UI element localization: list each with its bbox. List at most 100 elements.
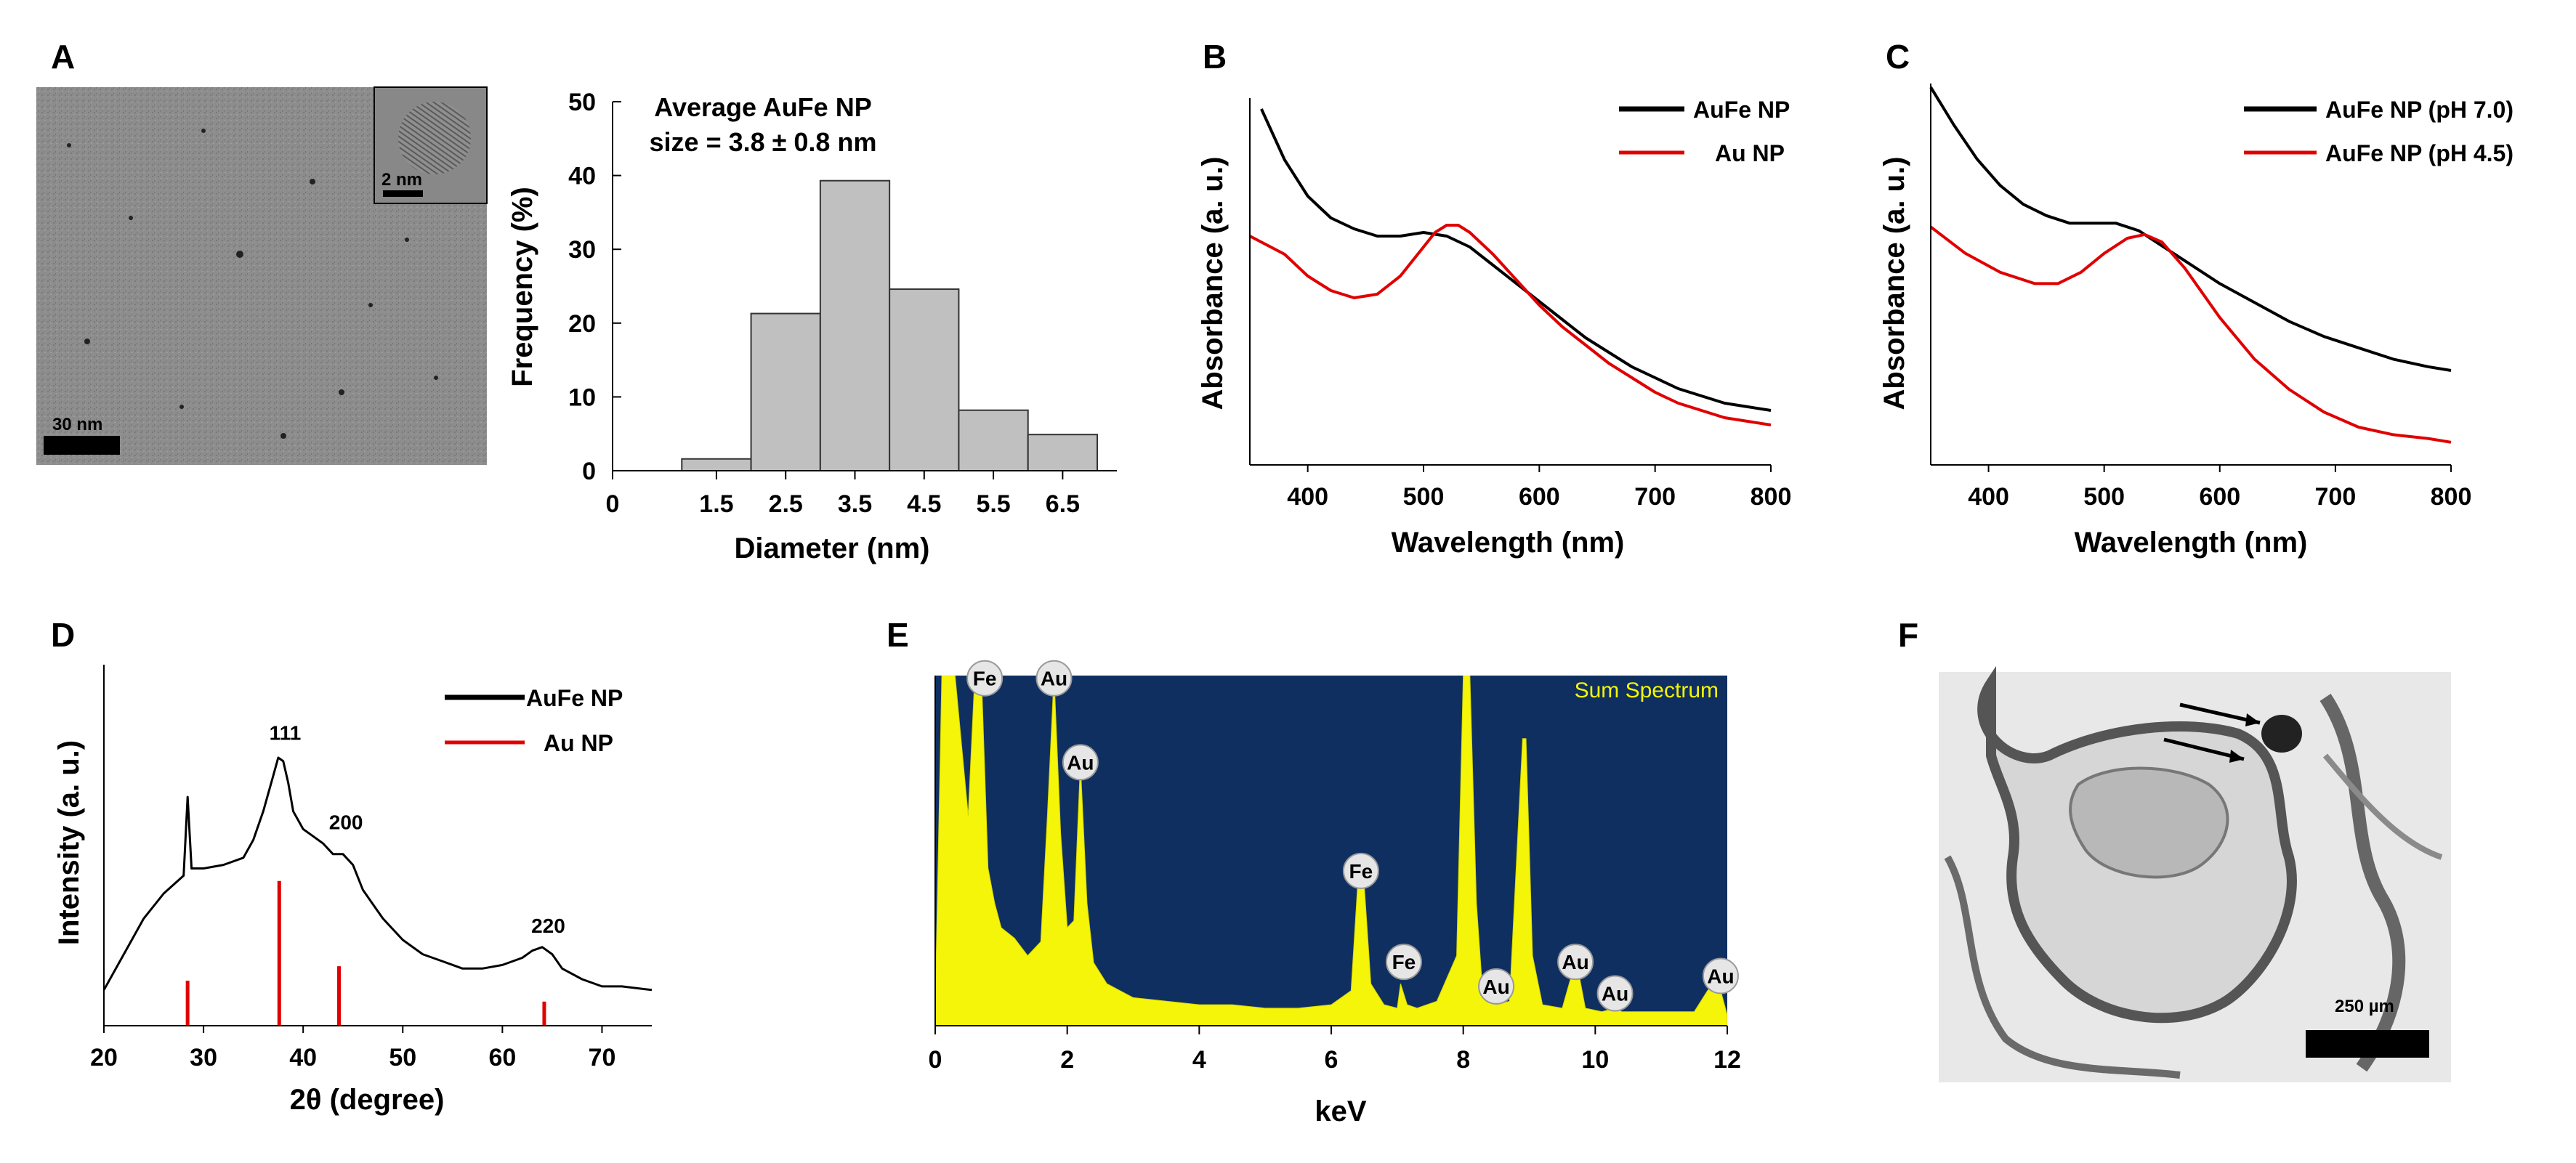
hist-y-tick-label: 40 bbox=[568, 163, 596, 190]
c-x-label: Wavelength (nm) bbox=[2075, 527, 2308, 559]
c-x-tick-label: 400 bbox=[1968, 483, 2009, 511]
panel-label-e: E bbox=[887, 616, 909, 654]
e-peak-label: Au bbox=[1562, 951, 1588, 973]
e-peak-badge bbox=[966, 660, 1004, 697]
hist-bar bbox=[889, 288, 960, 471]
d-x-tick-label: 60 bbox=[488, 1044, 516, 1071]
b-x-tick-label: 700 bbox=[1634, 483, 1676, 511]
b-x-tick-label: 800 bbox=[1751, 483, 1792, 511]
tem-micrograph: 2 nm 30 nm bbox=[36, 86, 488, 465]
b-legend-label-au: Au NP bbox=[1715, 140, 1785, 166]
hist-x-tick-label: 2.5 bbox=[769, 490, 803, 518]
d-peak-label: 111 bbox=[270, 721, 302, 744]
hist-x-label: Diameter (nm) bbox=[735, 532, 930, 564]
b-series-line-black bbox=[1260, 108, 1772, 412]
d-peak-label: 220 bbox=[531, 915, 565, 937]
e-peak-label: Au bbox=[1602, 983, 1628, 1005]
histogram-chart: Average AuFe NP size = 3.8 ± 0.8 nm 0 10 2… bbox=[506, 89, 1117, 564]
hist-bar bbox=[958, 409, 1029, 471]
inset-scale-bar bbox=[383, 190, 423, 197]
c-legend: AuFe NP (pH 7.0) AuFe NP (pH 4.5) bbox=[2244, 97, 2514, 166]
hist-y-tick-label: 10 bbox=[568, 384, 596, 411]
d-x-label: 2θ (degree) bbox=[290, 1084, 445, 1116]
e-peak-label: Fe bbox=[1392, 951, 1416, 973]
c-series-line-red bbox=[1929, 225, 2452, 444]
e-peak-label: Au bbox=[1041, 668, 1067, 690]
hist-annotation-line2: size = 3.8 ± 0.8 nm bbox=[650, 127, 877, 157]
e-peak-badge bbox=[1035, 660, 1073, 697]
hist-x-tick-label: 0 bbox=[606, 490, 620, 518]
e-peak-badge bbox=[1478, 968, 1515, 1005]
e-peak-badge bbox=[1557, 944, 1594, 981]
panel-label-f: F bbox=[1898, 616, 1918, 654]
c-x-tick-label: 500 bbox=[2083, 483, 2125, 511]
cell-scale-label: 250 µm bbox=[2335, 997, 2394, 1016]
b-legend: AuFe NP Au NP bbox=[1619, 97, 1790, 166]
hist-bar bbox=[681, 458, 752, 472]
inset-scale-label: 2 nm bbox=[381, 170, 422, 190]
eds-chart: Fe Au Au Fe Fe Au Au Au Au Sum Spectrum 0 2 4 6 8 10 1… bbox=[929, 660, 1741, 1127]
e-x-tick-label: 12 bbox=[1713, 1046, 1741, 1074]
e-peak-label: Au bbox=[1707, 965, 1734, 987]
e-x-tick-label: 8 bbox=[1456, 1046, 1470, 1074]
e-spectrum-area bbox=[935, 676, 1727, 1026]
arrow-head-2 bbox=[2229, 750, 2244, 763]
e-peak-badge bbox=[1702, 957, 1739, 994]
hist-x-tick-label: 3.5 bbox=[838, 490, 872, 518]
b-x-tick-label: 400 bbox=[1287, 483, 1328, 511]
hist-y-tick-label: 50 bbox=[568, 89, 596, 116]
panel-label-b: B bbox=[1203, 38, 1227, 76]
hist-y-tick-label: 20 bbox=[568, 310, 596, 338]
d-legend: AuFe NP Au NP bbox=[445, 685, 623, 756]
d-x-tick-label: 70 bbox=[589, 1044, 616, 1071]
hist-bar bbox=[819, 179, 891, 471]
e-x-tick-label: 0 bbox=[929, 1046, 942, 1074]
uvvis-chart-b: 400 500 600 700 800 Wavelength (nm) Absorban… bbox=[1197, 97, 1791, 559]
nanoparticle-cluster bbox=[2261, 715, 2302, 753]
cell-scale-bar bbox=[2306, 1030, 2429, 1058]
d-xrd-pattern-line bbox=[102, 756, 653, 992]
e-peak-badge bbox=[1385, 944, 1422, 981]
d-x-tick-label: 40 bbox=[289, 1044, 317, 1071]
hist-annotation-line1: Average AuFe NP bbox=[654, 92, 871, 122]
hist-x-tick-label: 1.5 bbox=[699, 490, 733, 518]
hist-x-tick-label: 6.5 bbox=[1046, 490, 1080, 518]
cell-micrograph: 250 µm bbox=[1939, 665, 2451, 1082]
e-x-tick-label: 2 bbox=[1060, 1046, 1074, 1074]
c-x-tick-label: 700 bbox=[2315, 483, 2357, 511]
panel-label-c: C bbox=[1886, 38, 1910, 76]
e-peak-badge bbox=[1596, 975, 1634, 1012]
c-legend-label-ph45: AuFe NP (pH 4.5) bbox=[2325, 140, 2514, 166]
d-x-tick-label: 30 bbox=[190, 1044, 217, 1071]
b-y-label: Absorbance (a. u.) bbox=[1197, 157, 1229, 410]
d-y-label: Intensity (a. u.) bbox=[53, 740, 85, 945]
hist-bar bbox=[750, 312, 821, 472]
hist-x-tick-label: 4.5 bbox=[907, 490, 941, 518]
e-x-label: keV bbox=[1315, 1095, 1366, 1127]
b-x-tick-label: 600 bbox=[1519, 483, 1560, 511]
b-legend-label-aufe: AuFe NP bbox=[1693, 97, 1790, 123]
tem-scale-label: 30 nm bbox=[52, 415, 102, 434]
c-x-tick-label: 800 bbox=[2431, 483, 2472, 511]
e-peak-badge bbox=[1062, 744, 1099, 781]
d-peak-label: 200 bbox=[329, 811, 363, 833]
d-x-tick-label: 50 bbox=[389, 1044, 416, 1071]
hist-y-label: Frequency (%) bbox=[506, 187, 538, 387]
e-x-tick-label: 6 bbox=[1325, 1046, 1339, 1074]
b-x-tick-label: 500 bbox=[1403, 483, 1445, 511]
e-x-tick-label: 10 bbox=[1581, 1046, 1609, 1074]
e-peak-label: Fe bbox=[1349, 860, 1373, 883]
c-x-tick-label: 600 bbox=[2199, 483, 2240, 511]
c-series-line-black bbox=[1929, 86, 2452, 372]
c-legend-label-ph7: AuFe NP (pH 7.0) bbox=[2325, 97, 2514, 123]
tem-scale-bar bbox=[44, 436, 120, 455]
hist-x-tick-label: 5.5 bbox=[976, 490, 1010, 518]
uvvis-chart-c: 400 500 600 700 800 Wavelength (nm) Absorban… bbox=[1878, 84, 2514, 559]
hist-bar bbox=[1027, 434, 1098, 472]
panel-label-d: D bbox=[51, 616, 75, 654]
c-y-label: Absorbance (a. u.) bbox=[1878, 157, 1910, 410]
eds-title: Sum Spectrum bbox=[1575, 678, 1719, 702]
d-x-tick-label: 20 bbox=[90, 1044, 118, 1071]
e-x-tick-label: 4 bbox=[1192, 1046, 1206, 1074]
